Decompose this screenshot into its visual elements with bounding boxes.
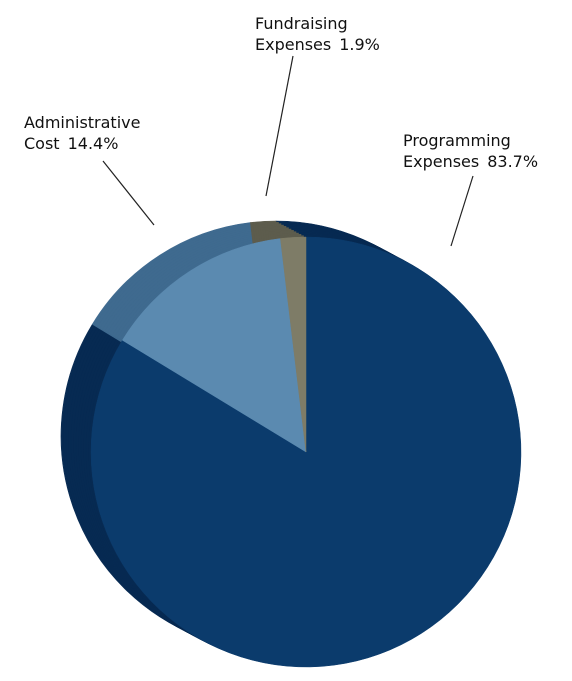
leader-line-fundraising (265, 55, 294, 197)
label-administrative-line1: Administrative (24, 113, 141, 132)
leader-line-programming (450, 175, 474, 247)
label-fundraising-pct: 1.9% (339, 35, 380, 54)
label-fundraising-line1: Fundraising (255, 14, 348, 33)
label-fundraising-line2: Expenses (255, 35, 332, 54)
leader-lines (102, 55, 474, 247)
label-fundraising-expenses: Fundraising Expenses 1.9% (255, 13, 380, 55)
label-administrative-cost: Administrative Cost 14.4% (24, 112, 140, 154)
label-programming-line2: Expenses (403, 152, 480, 171)
slice-tops (90, 236, 522, 668)
label-programming-expenses: Programming Expenses 83.7% (403, 130, 538, 172)
label-programming-line1: Programming (403, 131, 511, 150)
slice-fundraising (280, 236, 307, 453)
leader-line-administrative (102, 160, 155, 226)
slice-administrative (121, 238, 307, 453)
label-administrative-pct: 14.4% (67, 134, 119, 153)
label-programming-pct: 83.7% (487, 152, 539, 171)
label-administrative-line2: Cost (24, 134, 60, 153)
